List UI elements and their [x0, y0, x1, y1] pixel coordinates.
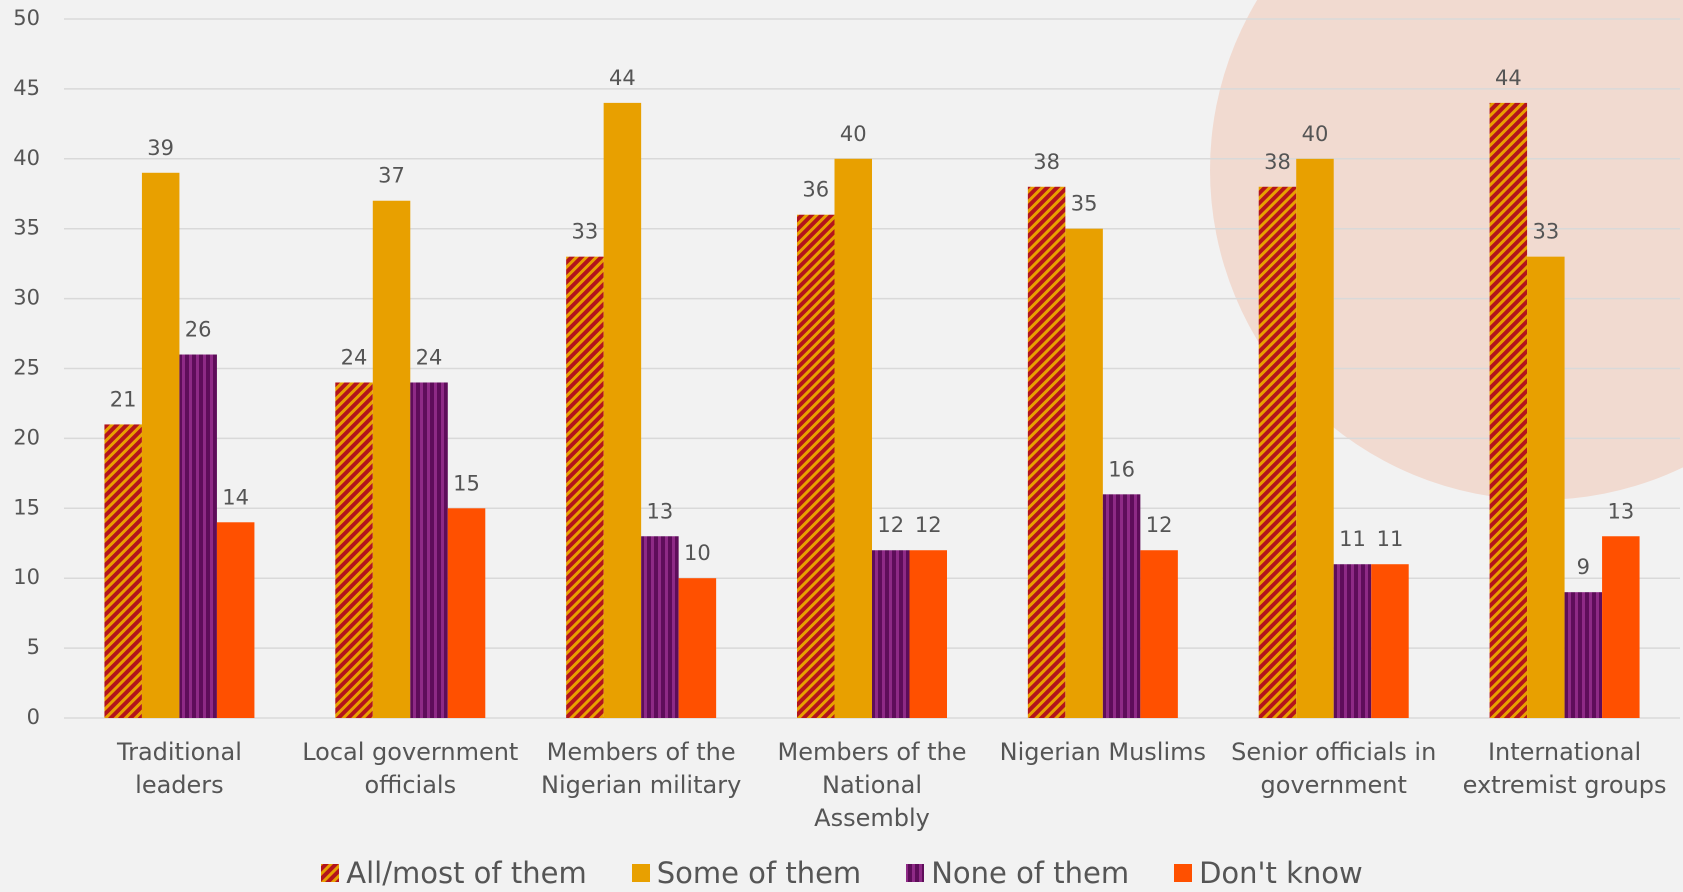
x-tick-label: Local government officials	[302, 738, 519, 799]
data-label: 39	[147, 136, 174, 160]
legend-swatch-fill	[1174, 864, 1193, 882]
legend-swatch-fill	[321, 864, 340, 882]
legend-swatch	[321, 864, 340, 882]
bar	[179, 354, 217, 718]
bar	[1027, 186, 1066, 718]
x-tick-label: Traditional leaders	[116, 738, 242, 799]
data-label: 35	[1071, 192, 1098, 216]
bar	[1564, 592, 1603, 718]
legend-swatch	[631, 864, 650, 882]
bar	[1140, 550, 1178, 718]
data-label: 38	[1033, 150, 1060, 174]
legend-swatch-fill	[631, 864, 650, 882]
x-tick-label: Members of the Nigerian military	[541, 738, 742, 799]
bar	[335, 382, 373, 718]
data-label: 11	[1377, 527, 1404, 551]
bar	[1333, 564, 1372, 718]
data-label: 40	[840, 122, 867, 146]
legend-item: Don't know	[1173, 856, 1363, 890]
data-label: 12	[915, 513, 942, 537]
y-tick-label: 20	[13, 425, 40, 449]
data-label: 10	[684, 541, 711, 565]
data-label: 11	[1339, 527, 1366, 551]
y-tick-label: 0	[27, 705, 40, 729]
bar	[1371, 564, 1409, 718]
legend-swatch	[1174, 864, 1193, 882]
bar	[1602, 536, 1640, 718]
bar	[1065, 228, 1103, 718]
data-label: 24	[341, 345, 368, 369]
bar	[410, 382, 448, 718]
bar	[1102, 494, 1141, 718]
y-tick-label: 15	[13, 495, 40, 519]
legend-item: None of them	[905, 856, 1129, 890]
data-label: 44	[1495, 66, 1522, 90]
y-tick-label: 5	[27, 635, 40, 659]
x-tick-label: International extremist groups	[1462, 738, 1667, 799]
bar	[104, 424, 142, 718]
data-label: 12	[1146, 513, 1173, 537]
data-label: 40	[1302, 122, 1329, 146]
data-label: 13	[647, 499, 674, 523]
bar	[372, 200, 411, 719]
y-tick-label: 50	[13, 6, 40, 30]
bar	[834, 158, 872, 719]
legend-item: Some of them	[631, 856, 861, 890]
data-label: 37	[378, 164, 405, 188]
data-label: 44	[609, 66, 636, 90]
data-label: 33	[572, 220, 599, 244]
legend-label: None of them	[931, 856, 1130, 890]
data-label: 36	[802, 178, 829, 202]
bar	[641, 536, 679, 718]
bar	[447, 508, 486, 718]
legend-label: Some of them	[656, 856, 862, 890]
bar	[603, 102, 642, 718]
y-tick-label: 40	[13, 146, 40, 170]
data-label: 24	[416, 345, 443, 369]
legend: All/most of them Some of them None of them…	[0, 856, 1683, 890]
legend-swatch-fill	[906, 864, 925, 882]
bar	[216, 522, 255, 718]
y-tick-label: 35	[13, 216, 40, 240]
data-label: 15	[453, 471, 480, 495]
bar	[1258, 186, 1297, 718]
bar	[797, 214, 835, 718]
data-label: 16	[1108, 457, 1135, 481]
bar	[1296, 158, 1334, 719]
legend-item: All/most of them	[320, 856, 587, 890]
x-tick-label: Senior officials in government	[1231, 738, 1437, 799]
legend-label: All/most of them	[346, 856, 587, 890]
y-tick-label: 10	[13, 565, 40, 589]
legend-label: Don't know	[1199, 856, 1363, 890]
x-tick-label: Members of the National Assembly	[777, 738, 967, 832]
bar	[678, 578, 717, 718]
data-label: 26	[185, 318, 212, 342]
y-tick-label: 25	[13, 356, 40, 380]
x-tick-label: Nigerian Muslims	[999, 738, 1207, 766]
data-label: 12	[877, 513, 904, 537]
y-tick-label: 45	[13, 76, 40, 100]
bar	[1527, 256, 1565, 718]
data-label: 21	[110, 387, 137, 411]
data-label: 14	[222, 485, 249, 509]
data-label: 38	[1264, 150, 1291, 174]
data-label: 9	[1577, 555, 1590, 579]
data-label: 13	[1607, 499, 1634, 523]
bar	[141, 172, 180, 718]
legend-swatch	[906, 864, 925, 882]
data-label: 33	[1532, 220, 1559, 244]
y-tick-label: 30	[13, 286, 40, 310]
bar	[566, 256, 604, 718]
bar	[1489, 102, 1528, 718]
bar	[909, 550, 947, 718]
bar	[872, 550, 910, 718]
